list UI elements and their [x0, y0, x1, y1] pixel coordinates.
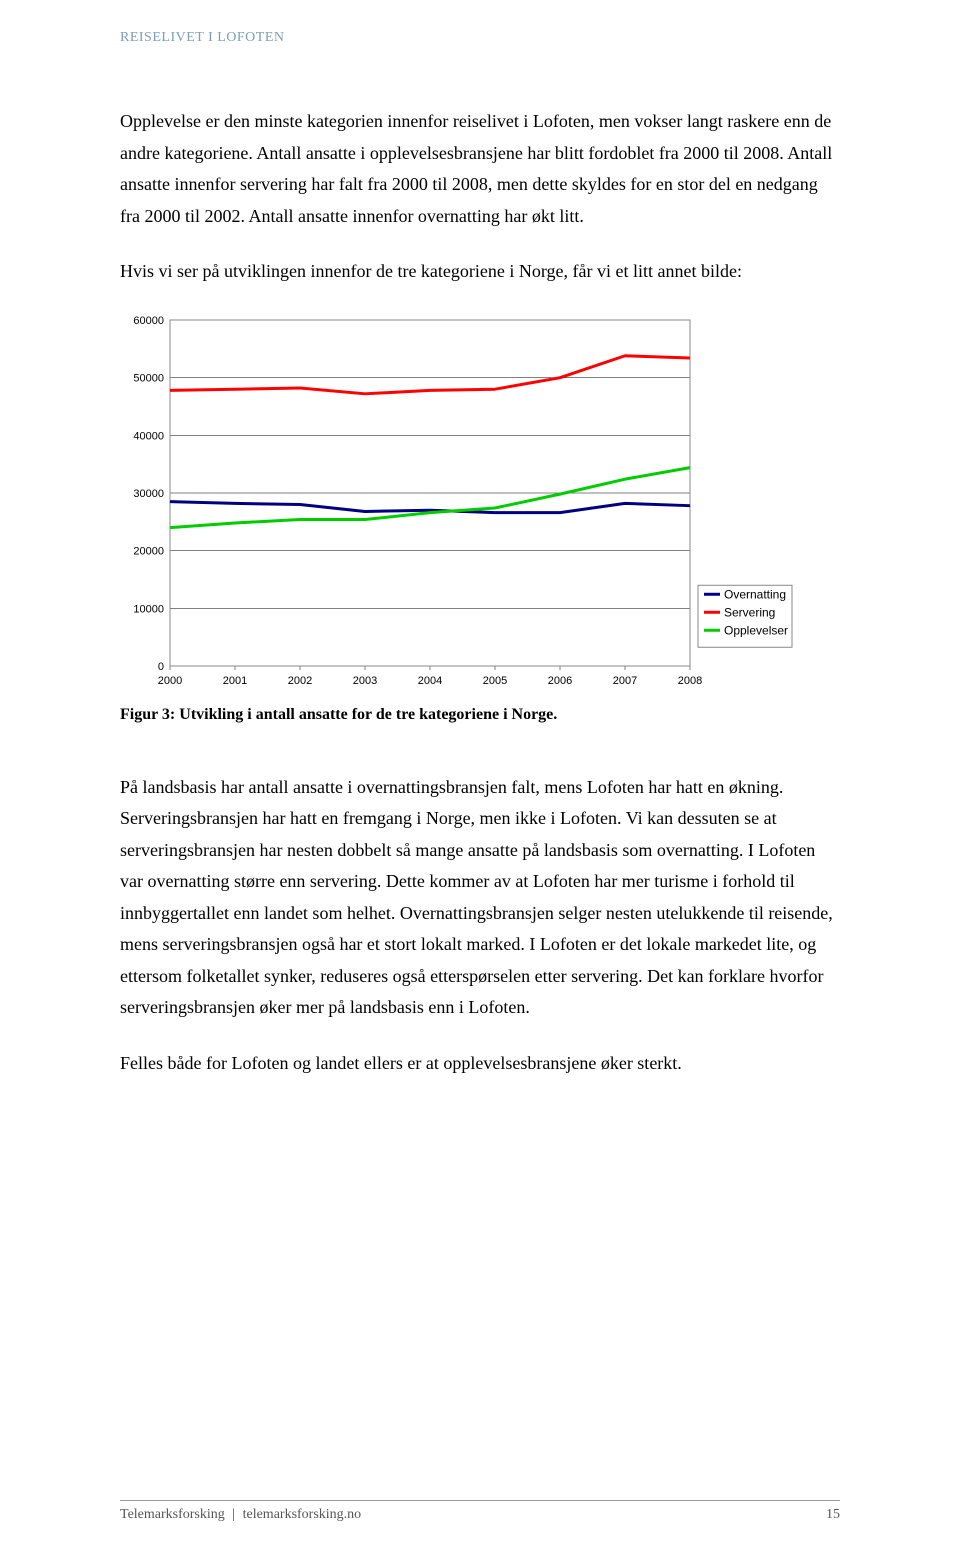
- footer-org: Telemarksforsking: [120, 1507, 225, 1522]
- paragraph-4: Felles både for Lofoten og landet ellers…: [120, 1048, 840, 1080]
- page-number: 15: [826, 1507, 840, 1523]
- svg-text:2006: 2006: [548, 675, 572, 687]
- page-footer: Telemarksforsking | telemarksforsking.no…: [120, 1500, 840, 1523]
- svg-text:2000: 2000: [158, 675, 182, 687]
- svg-text:2007: 2007: [613, 675, 637, 687]
- paragraph-1: Opplevelse er den minste kategorien inne…: [120, 106, 840, 232]
- svg-text:2008: 2008: [678, 675, 702, 687]
- svg-text:50000: 50000: [133, 372, 164, 384]
- footer-left: Telemarksforsking | telemarksforsking.no: [120, 1507, 361, 1523]
- paragraph-2: Hvis vi ser på utviklingen innenfor de t…: [120, 256, 840, 288]
- svg-text:Servering: Servering: [724, 605, 775, 619]
- svg-text:30000: 30000: [133, 488, 164, 500]
- svg-text:60000: 60000: [133, 315, 164, 327]
- chart-caption: Figur 3: Utvikling i antall ansatte for …: [120, 706, 840, 724]
- svg-text:Overnatting: Overnatting: [724, 587, 786, 601]
- svg-text:2005: 2005: [483, 675, 507, 687]
- footer-separator-icon: |: [232, 1507, 235, 1522]
- svg-text:10000: 10000: [133, 603, 164, 615]
- svg-text:2001: 2001: [223, 675, 247, 687]
- line-chart: 0 10000 20000 30000 40000 50000 60000 2000 2001 2…: [120, 312, 840, 692]
- svg-text:2004: 2004: [418, 675, 442, 687]
- svg-text:Opplevelser: Opplevelser: [724, 623, 788, 637]
- paragraph-3: På landsbasis har antall ansatte i overn…: [120, 772, 840, 1024]
- svg-text:0: 0: [158, 661, 164, 673]
- svg-text:40000: 40000: [133, 430, 164, 442]
- svg-text:2002: 2002: [288, 675, 312, 687]
- running-header: REISELIVET I LOFOTEN: [120, 30, 840, 46]
- footer-url: telemarksforsking.no: [243, 1507, 362, 1522]
- svg-text:20000: 20000: [133, 545, 164, 557]
- svg-text:2003: 2003: [353, 675, 377, 687]
